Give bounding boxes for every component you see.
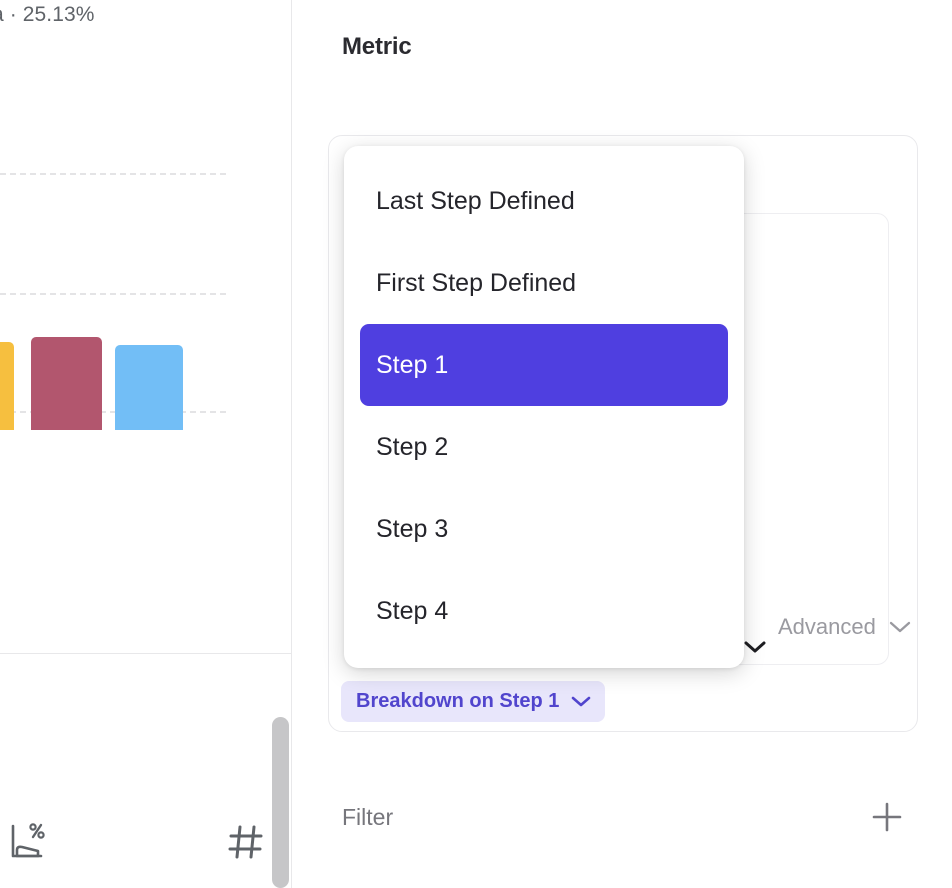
dropdown-option-step-3[interactable]: Step 3: [376, 514, 449, 543]
chart-bar[interactable]: [31, 337, 102, 430]
filter-row: Filter: [342, 800, 904, 834]
chart-panel-divider: [0, 653, 291, 654]
chart-bar[interactable]: [0, 342, 14, 430]
chart-bar[interactable]: [115, 345, 183, 430]
advanced-label: Advanced: [778, 614, 876, 639]
metric-expand-chevron-icon[interactable]: [743, 639, 767, 660]
hash-grid-icon[interactable]: [226, 822, 266, 867]
page-title: Metric: [342, 33, 412, 60]
chart-toolbar: [0, 800, 291, 888]
filter-label: Filter: [342, 803, 394, 830]
scrollbar-thumb[interactable]: [272, 717, 289, 888]
bar-chart-plot: [0, 120, 291, 540]
chart-panel: a · 25.13%: [0, 0, 292, 888]
dropdown-option-first-step-defined[interactable]: First Step Defined: [376, 268, 577, 297]
chart-gridline: [0, 293, 226, 295]
breakdown-selector-pill[interactable]: Breakdown on Step 1: [341, 681, 606, 722]
chart-gridline: [0, 411, 226, 413]
dropdown-option-last-step-defined[interactable]: Last Step Defined: [376, 186, 575, 215]
chart-gridline: [0, 173, 226, 175]
dropdown-option-step-1[interactable]: Step 1: [360, 324, 728, 406]
chart-legend-label: a · 25.13%: [0, 3, 95, 26]
breakdown-pill-label: Breakdown on Step 1: [356, 690, 560, 712]
chevron-down-icon: [571, 695, 591, 708]
percent-chart-icon[interactable]: [8, 820, 48, 869]
dropdown-option-step-4[interactable]: Step 4: [376, 596, 449, 625]
advanced-toggle[interactable]: Advanced: [778, 614, 911, 640]
step-selector-dropdown[interactable]: Last Step Defined First Step Defined Ste…: [344, 146, 744, 668]
dropdown-option-step-2[interactable]: Step 2: [376, 432, 449, 461]
plus-icon[interactable]: [870, 800, 904, 834]
chevron-down-icon: [889, 620, 911, 634]
